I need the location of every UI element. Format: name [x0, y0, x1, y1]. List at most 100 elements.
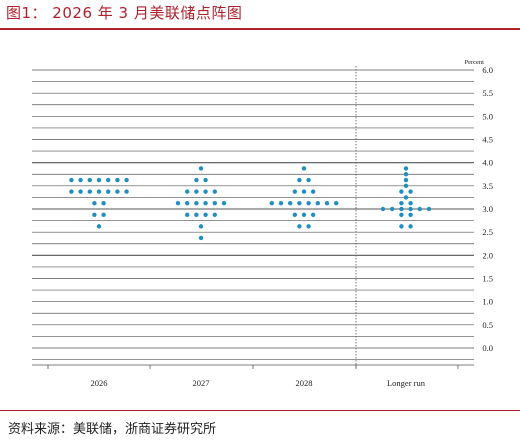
dot-mark [288, 201, 293, 206]
dot-mark [96, 224, 102, 229]
dot-mark [92, 212, 97, 217]
dot-mark [292, 212, 297, 217]
dot-mark [403, 183, 409, 189]
y-tick-label: 0.5 [482, 320, 493, 330]
dot-mark [408, 224, 413, 229]
dot-mark [212, 201, 217, 206]
dot-mark [115, 177, 120, 183]
dot-mark [399, 212, 404, 217]
dot-mark [194, 189, 199, 194]
dot-mark [115, 189, 120, 194]
dot-mark [69, 177, 74, 183]
dot-mark [185, 201, 190, 206]
grid-lines [32, 66, 474, 369]
dot-mark [194, 177, 199, 183]
dot-mark [194, 201, 199, 206]
dot-mark [221, 201, 227, 206]
dot-mark [185, 189, 190, 194]
dot-mark [78, 177, 83, 183]
dot-mark [390, 206, 395, 212]
x-category-label: 2027 [193, 378, 210, 388]
dot-mark [203, 201, 208, 206]
dot-mark [78, 189, 83, 194]
figure-title: 图1： 2026 年 3 月美联储点阵图 [6, 4, 243, 22]
y-tick-label: 3.0 [482, 204, 493, 214]
dot-mark [269, 201, 274, 206]
dot-marks [69, 166, 432, 241]
dot-mark [203, 177, 208, 183]
dot-mark [408, 189, 413, 194]
dot-mark [417, 206, 422, 212]
dot-mark [87, 177, 93, 183]
x-axis-categories: 2026 2027 2028 Longer run [91, 378, 426, 388]
dot-mark [324, 201, 330, 206]
dot-mark [408, 206, 413, 212]
dot-mark [301, 189, 307, 194]
title-rule [0, 28, 520, 30]
dot-mark [380, 206, 386, 212]
dot-mark [408, 212, 413, 217]
y-tick-label: 2.0 [482, 250, 493, 260]
dot-mark [106, 177, 111, 183]
dot-mark [403, 172, 409, 177]
source-rule [0, 410, 520, 411]
dot-mark [399, 224, 404, 229]
y-tick-label: 4.5 [482, 135, 493, 145]
y-unit-label: Percent [465, 59, 485, 66]
dot-mark [96, 177, 102, 183]
dot-mark [278, 201, 284, 206]
dot-mark [301, 166, 307, 171]
source-note: 资料来源：美联储，浙商证券研究所 [8, 422, 217, 437]
dot-mark [194, 212, 199, 217]
dot-mark [297, 224, 302, 229]
dot-mark [198, 235, 204, 241]
dot-mark [101, 201, 106, 206]
dot-mark [306, 201, 311, 206]
dot-mark [175, 201, 181, 206]
y-tick-label: 5.5 [482, 88, 493, 98]
x-category-label: 2028 [296, 378, 313, 388]
dot-mark [101, 212, 106, 217]
dot-mark [403, 177, 409, 183]
y-tick-label: 1.0 [482, 297, 493, 307]
y-tick-label: 0.0 [482, 343, 493, 353]
y-tick-label: 2.5 [482, 227, 493, 237]
dot-mark [212, 212, 217, 217]
y-tick-label: 4.0 [482, 158, 493, 168]
dot-mark [399, 189, 404, 194]
dot-mark [203, 189, 208, 194]
dot-mark [311, 189, 316, 194]
dot-mark [92, 201, 97, 206]
x-category-label: 2026 [91, 378, 108, 388]
dot-mark [408, 201, 413, 206]
dot-mark [69, 189, 74, 194]
dot-mark [212, 189, 217, 194]
dot-mark [198, 224, 204, 229]
dot-mark [292, 189, 297, 194]
x-category-label: Longer run [387, 378, 426, 388]
dot-mark [399, 206, 404, 212]
dot-mark [315, 201, 320, 206]
y-tick-label: 3.5 [482, 181, 493, 191]
dot-mark [297, 201, 302, 206]
dot-mark [306, 224, 311, 229]
dot-mark [403, 166, 409, 171]
dot-mark [297, 177, 302, 183]
dot-mark [306, 177, 311, 183]
dot-mark [96, 189, 102, 194]
dot-mark [124, 177, 129, 183]
dot-mark [426, 206, 432, 212]
y-axis-ticks: 0.0 0.5 1.0 1.5 2.0 2.5 3.0 3.5 4.0 4.5 5.0 5.5 6.0P… [465, 59, 494, 353]
dot-mark [185, 212, 190, 217]
y-tick-label: 6.0 [482, 65, 493, 75]
y-tick-label: 1.5 [482, 274, 493, 284]
dot-mark [403, 195, 409, 200]
dot-mark [203, 212, 208, 217]
dot-mark [87, 189, 93, 194]
dot-mark [311, 212, 316, 217]
dot-mark [106, 189, 111, 194]
dot-mark [399, 201, 404, 206]
dot-plot-chart: 0.0 0.5 1.0 1.5 2.0 2.5 3.0 3.5 4.0 4.5 5.0 5.5 6.0P… [32, 59, 494, 388]
dot-mark [124, 189, 129, 194]
dot-mark [334, 201, 339, 206]
